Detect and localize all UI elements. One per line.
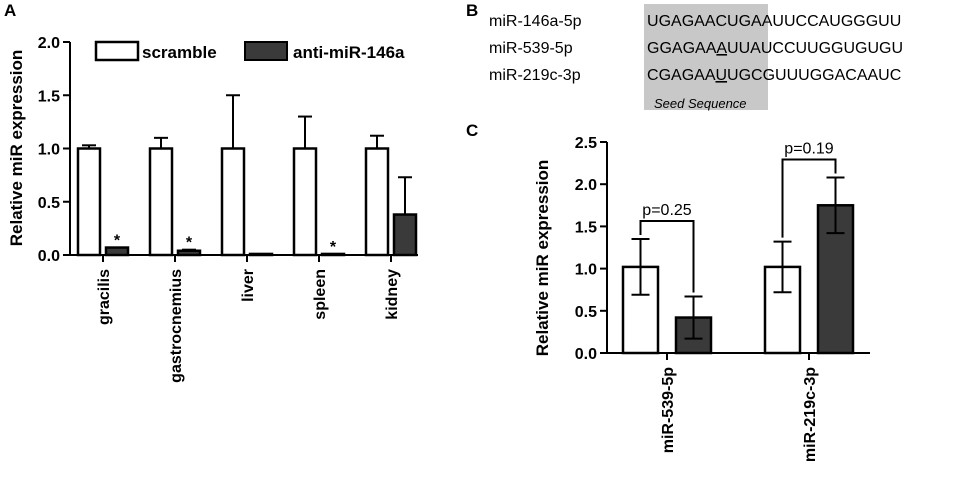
panel-a-y-tick-label: 0.5 (38, 195, 60, 212)
panel-a-chart: Relative miR expression 0.00.51.01.52.0 … (7, 35, 418, 383)
significance-bracket (781, 158, 837, 238)
panel-c-letter: C (466, 121, 478, 140)
significance-asterisk: * (114, 233, 121, 250)
panel-a-bar-scramble (220, 147, 246, 257)
panel-c-y-tick-label: 1.0 (575, 262, 597, 279)
panel-b-letter: B (466, 1, 478, 20)
legend-swatch-scramble (94, 40, 140, 62)
panel-c-y-tick-label: 1.5 (575, 219, 597, 236)
panel-a-y-tick-label: 1.0 (38, 142, 60, 159)
seed-sequence-label: Seed Sequence (654, 96, 747, 111)
sequence-text: GGAGAAAUUAUCCUUGGUGUGU (647, 40, 903, 57)
panel-c-category-label: miR-219c-3p (802, 367, 819, 462)
sequence-name: miR-219c-3p (489, 67, 581, 84)
panel-a-bar-scramble (76, 147, 102, 257)
panel-a-category-label: gastrocnemius (168, 269, 185, 383)
panel-a-category-label: liver (240, 269, 257, 302)
panel-b-sequences: miR-146a-5p UGAGAACUGAAUUCCAUGGGUU miR-539… (489, 4, 903, 111)
panel-a-y-tick-label: 1.5 (38, 88, 60, 105)
panel-c-category-label: miR-539-5p (660, 367, 677, 453)
seed-highlight-box (644, 4, 768, 110)
panel-a-category-label: spleen (312, 269, 329, 320)
panel-a-category-label: gracilis (96, 269, 113, 325)
legend-label-anti-mir: anti-miR-146a (293, 43, 405, 62)
sequence-text: UGAGAACUGAAUUCCAUGGGUU (647, 13, 901, 30)
significance-bracket (639, 220, 695, 293)
sequence-name: miR-146a-5p (489, 13, 582, 30)
p-value-label: p=0.19 (784, 140, 833, 157)
panel-a-bar-anti-mir (104, 246, 130, 257)
panel-a-bar-anti-mir (392, 213, 418, 257)
panel-a-y-tick-label: 2.0 (38, 35, 60, 52)
panel-c-y-tick-label: 2.5 (575, 135, 597, 152)
legend-label-scramble: scramble (142, 43, 217, 62)
significance-asterisk: * (186, 235, 193, 252)
panel-a-bar-anti-mir (320, 252, 346, 257)
significance-asterisk: * (330, 239, 337, 256)
panel-c-y-tick-label: 0.0 (575, 346, 597, 363)
panel-c-chart: Relative miR expression 0.0 0.5 1.0 1.5 2.0 2… (533, 135, 870, 462)
panel-a-bar-scramble (364, 147, 390, 257)
p-value-label: p=0.25 (642, 202, 691, 219)
legend-swatch-anti-mir (244, 41, 288, 61)
sequence-text: CGAGAAUUGCGUUUGGACAAUC (647, 67, 901, 84)
panel-c-y-axis-label: Relative miR expression (533, 160, 552, 357)
panel-a-bar-scramble (148, 147, 174, 257)
panel-a-bar-anti-mir (248, 252, 274, 257)
panel-c-y-tick-label: 2.0 (575, 177, 597, 194)
panel-a-category-label: kidney (384, 269, 401, 320)
panel-c-y-tick-label: 0.5 (575, 304, 597, 321)
panel-a-y-tick-label: 0.0 (38, 248, 60, 265)
sequence-name: miR-539-5p (489, 40, 573, 57)
panel-a-letter: A (4, 1, 16, 20)
panel-a-bar-scramble (292, 147, 318, 257)
panel-a-y-axis-label: Relative miR expression (7, 50, 26, 247)
